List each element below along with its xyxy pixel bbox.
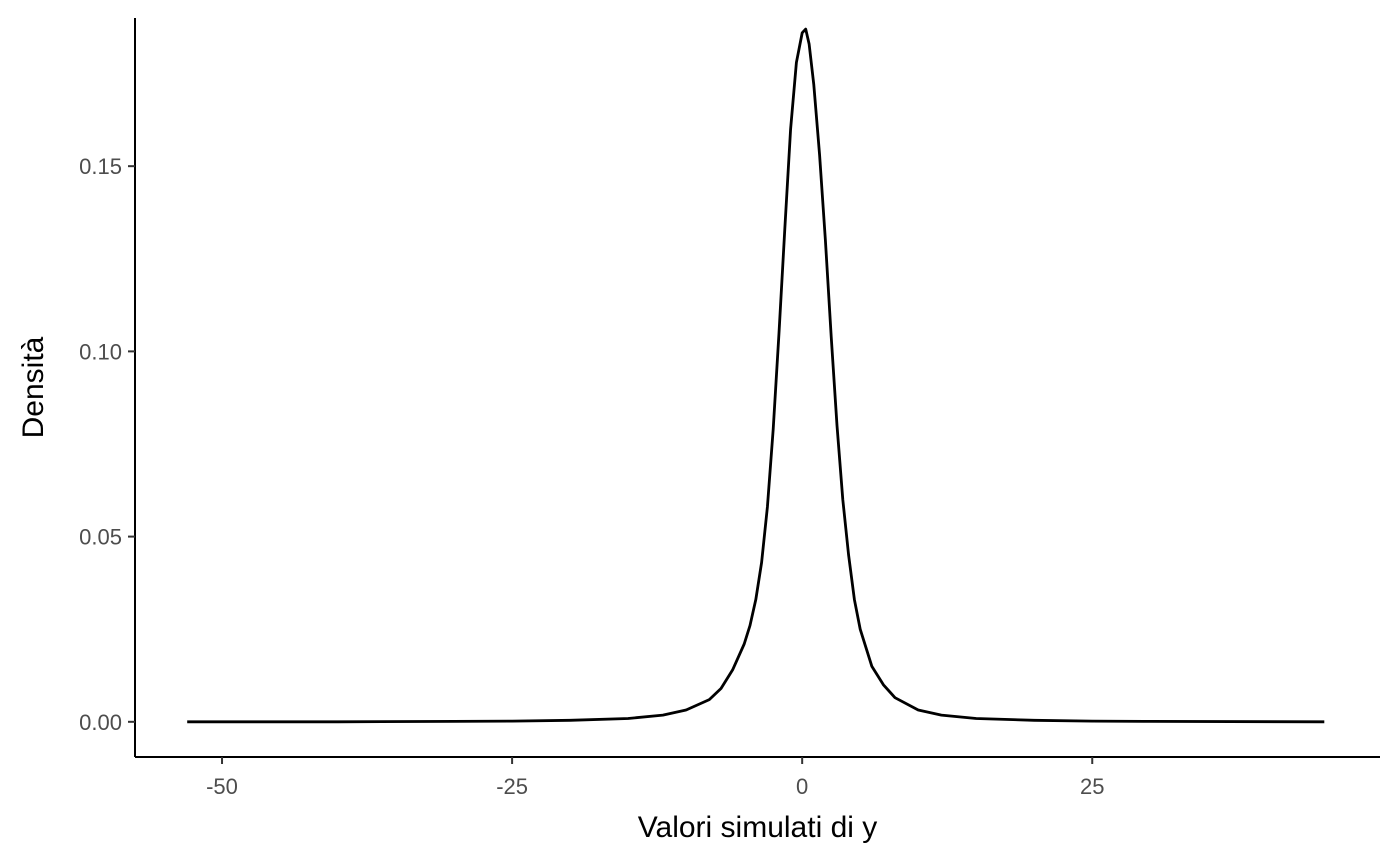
y-tick-label: 0.05 [79,525,122,550]
x-tick-label: 25 [1080,774,1104,799]
x-tick-label: -25 [496,774,528,799]
x-tick-label: 0 [796,774,808,799]
y-axis-ticks: 0.00 0.05 0.10 0.15 [79,154,135,735]
y-tick-label: 0.10 [79,339,122,364]
x-axis-title: Valori simulati di y [638,811,878,844]
density-line [187,27,1325,724]
y-tick-label: 0.00 [79,710,122,735]
x-tick-label: -50 [206,774,238,799]
plot-area [187,27,1325,724]
x-axis-ticks: -50 -25 0 25 [206,757,1104,799]
y-axis-title: Densità [17,336,50,438]
y-tick-label: 0.15 [79,154,122,179]
